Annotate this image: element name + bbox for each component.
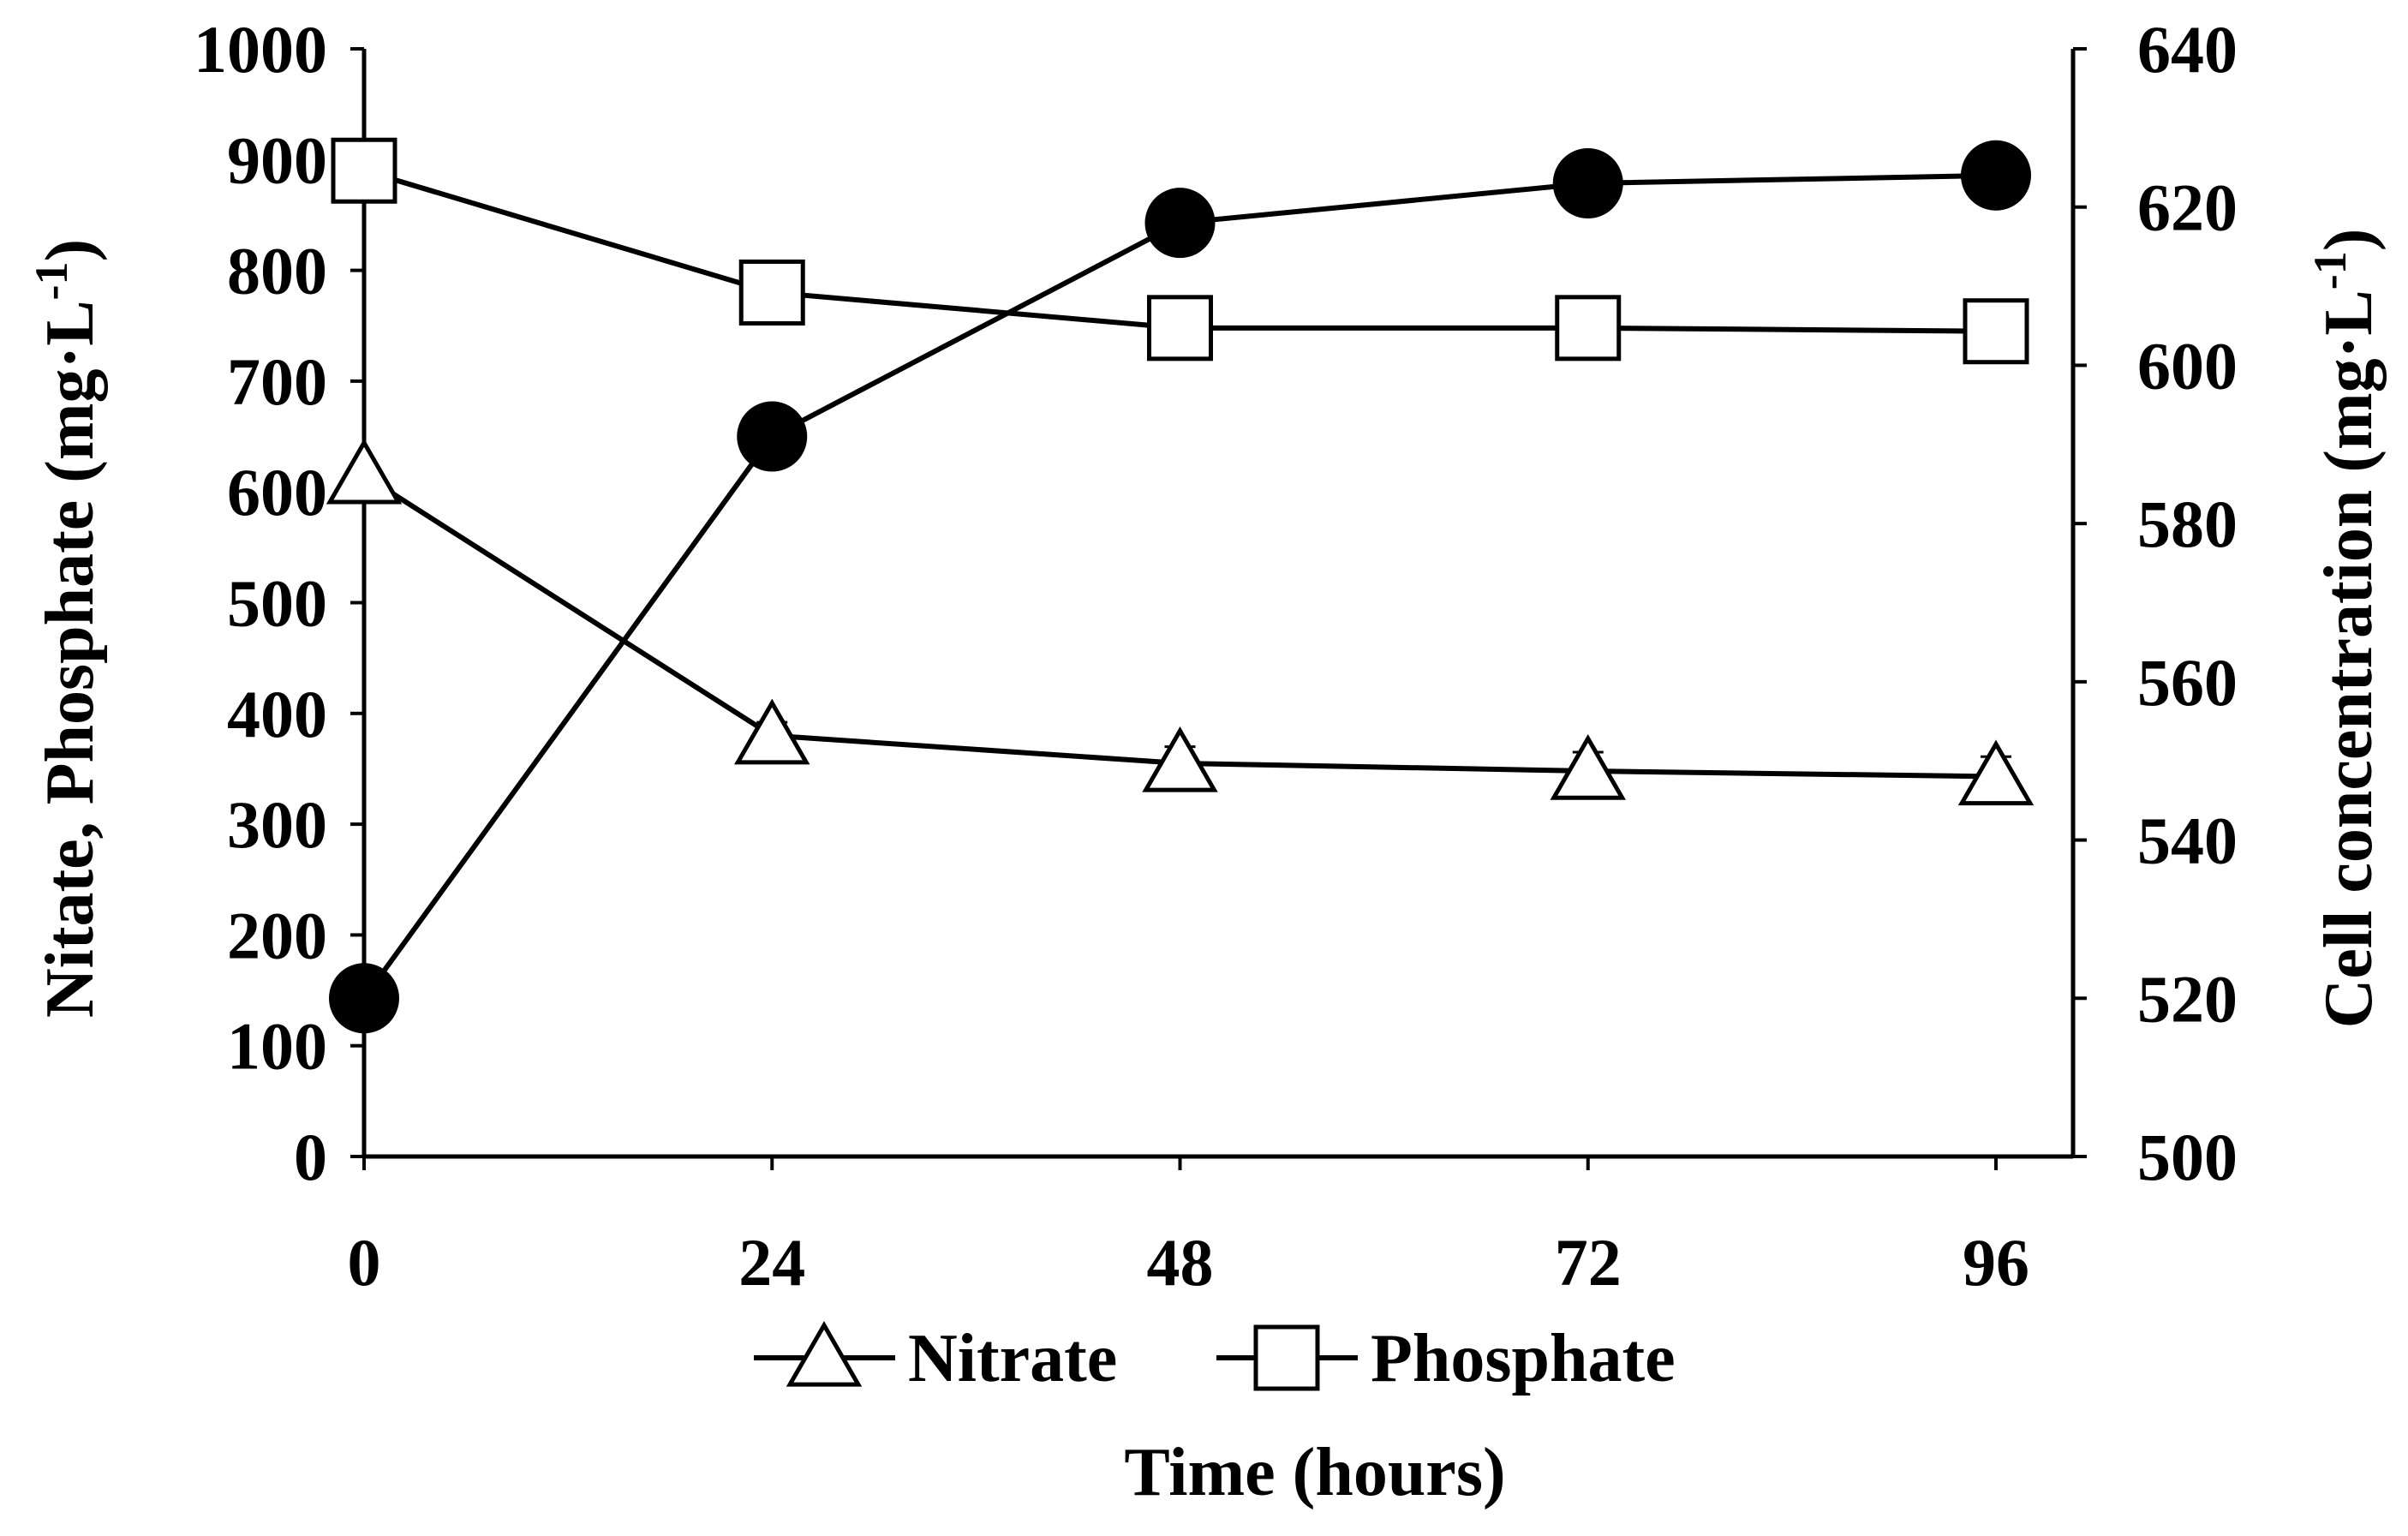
data-point — [331, 137, 397, 204]
data-point — [1144, 188, 1216, 259]
left-y-tick-label: 100 — [227, 1009, 327, 1084]
data-point — [1142, 726, 1218, 792]
legend-label: Nitrate — [908, 1321, 1117, 1396]
x-axis-title: Time (hours) — [1124, 1435, 1505, 1510]
x-tick-label: 72 — [1555, 1225, 1622, 1300]
left-y-tick-label: 0 — [294, 1120, 327, 1194]
x-tick-label: 24 — [738, 1225, 805, 1300]
data-point — [1961, 140, 2031, 211]
data-point — [326, 438, 403, 505]
plot-frame — [361, 49, 2076, 1159]
left-y-tick-label: 700 — [227, 344, 327, 419]
data-point — [1957, 739, 2035, 806]
legend-item-nitrate: Nitrate — [754, 1320, 1117, 1396]
legend-marker — [786, 1320, 863, 1387]
series-cell-concentration — [329, 140, 2031, 1034]
right-y-tick-label: 520 — [2137, 961, 2238, 1036]
left-y-tick-label: 200 — [227, 898, 327, 972]
series-nitrate — [326, 438, 2035, 806]
y-axis-title-sup: -1 — [26, 261, 77, 300]
data-point — [734, 698, 810, 765]
y-axis-title-close: ) — [33, 239, 108, 262]
x-tick-label: 0 — [348, 1225, 381, 1300]
ticks: 0 100 200 300 400 500 600 700 800 900 1000 500 520 54… — [194, 12, 2238, 1300]
left-y-tick-label: 900 — [227, 123, 327, 197]
right-y-tick-label: 560 — [2137, 645, 2238, 720]
y-axis-title: Nitate, Phosphate (mg·L-1) — [26, 239, 108, 1018]
right-y-tick-label: 540 — [2137, 804, 2238, 878]
legend-item-phosphate: Phosphate — [1216, 1321, 1676, 1396]
series-phosphate — [331, 137, 2029, 365]
right-y-tick-label: 600 — [2137, 328, 2238, 403]
legend-marker — [1253, 1324, 1320, 1391]
data-point — [738, 259, 805, 326]
series-group — [326, 137, 2035, 1034]
right-y-tick-label: 640 — [2137, 12, 2238, 87]
right-y-tick-label: 580 — [2137, 487, 2238, 561]
left-y-tick-label: 300 — [227, 787, 327, 862]
y-axis-title-text: Nitate, Phosphate (mg·L — [33, 300, 108, 1018]
legend-label: Phosphate — [1371, 1321, 1676, 1396]
right-y-tick-label: 620 — [2137, 170, 2238, 245]
data-point — [1555, 295, 1622, 362]
legend: Nitrate Phosphate — [754, 1320, 1676, 1396]
x-tick-label: 48 — [1147, 1225, 1214, 1300]
left-y-tick-label: 600 — [227, 455, 327, 529]
data-point — [1550, 734, 1626, 800]
right-y-axis-title-text: Cell concentration (mg·L — [2311, 290, 2387, 1028]
x-tick-label: 96 — [1963, 1225, 2029, 1300]
left-y-tick-label: 500 — [227, 566, 327, 641]
data-point — [1147, 295, 1213, 362]
data-point — [329, 963, 399, 1034]
left-y-tick-label: 400 — [227, 677, 327, 751]
right-y-axis-title: Cell concentration (mg·L-1) — [2304, 229, 2387, 1029]
left-y-tick-label: 1000 — [194, 12, 327, 87]
right-y-tick-label: 500 — [2137, 1120, 2238, 1194]
data-point — [1552, 148, 1623, 219]
left-y-tick-label: 800 — [227, 234, 327, 308]
right-y-axis-title-close: ) — [2311, 229, 2387, 252]
data-point — [737, 401, 808, 472]
right-y-axis-title-sup: -1 — [2304, 251, 2356, 290]
data-point — [1963, 298, 2029, 365]
